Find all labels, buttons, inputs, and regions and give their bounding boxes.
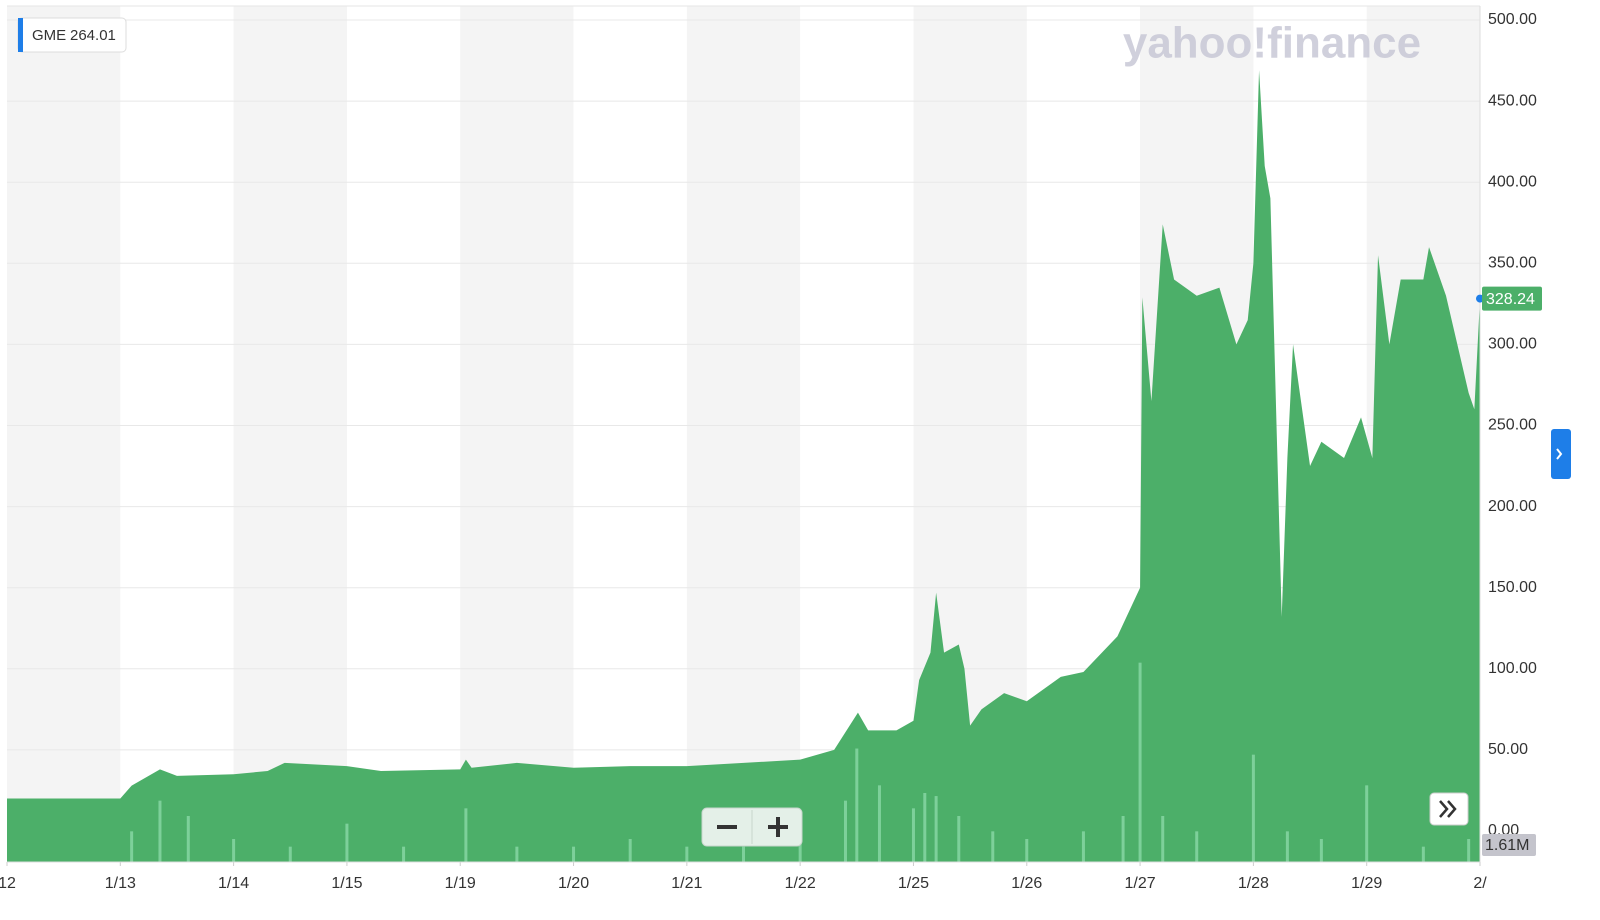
volume-bar xyxy=(1025,839,1029,862)
volume-bar xyxy=(957,816,961,862)
last-price-box xyxy=(1482,286,1542,311)
volume-bar xyxy=(628,839,632,862)
last-price-label: 328.24 xyxy=(1486,291,1535,308)
x-tick-label: 2/ xyxy=(1473,875,1487,892)
volume-bar xyxy=(158,800,162,862)
volume-bar xyxy=(877,785,881,862)
volume-bar xyxy=(1365,785,1369,862)
volume-bar xyxy=(1161,816,1165,862)
side-tab[interactable] xyxy=(1551,429,1571,479)
plot xyxy=(7,70,1480,863)
volume-bar xyxy=(232,839,236,862)
volume-bar xyxy=(1195,831,1199,862)
volume-bar xyxy=(288,846,292,862)
volume xyxy=(130,662,1471,862)
zoom-out[interactable] xyxy=(717,825,737,829)
y-tick-label: 100.00 xyxy=(1488,660,1537,677)
y-tick-label: 300.00 xyxy=(1488,336,1537,353)
logo: yahoo!finance xyxy=(1123,19,1421,68)
volume-bar xyxy=(1467,839,1471,862)
volume-bar xyxy=(798,839,802,862)
volume-bar xyxy=(572,846,576,862)
legend-swatch xyxy=(18,18,23,52)
zoom-in-bar xyxy=(776,817,780,837)
y-tick-label: 50.00 xyxy=(1488,741,1528,758)
volume-box xyxy=(1482,834,1536,856)
volume-bar xyxy=(1081,831,1085,862)
y-tick-label: 500.00 xyxy=(1488,11,1537,28)
legend-name: GME xyxy=(32,27,66,44)
x-tick-label: 1/26 xyxy=(1011,875,1042,892)
x-tick-label: 12 xyxy=(0,875,16,892)
volume-bar xyxy=(345,823,349,862)
volume-bar xyxy=(186,816,190,862)
y-tick-label: 350.00 xyxy=(1488,255,1537,272)
day-band xyxy=(686,6,801,862)
x-tick-label: 1/13 xyxy=(105,875,136,892)
volume-bar xyxy=(402,846,406,862)
x-tick-label: 1/27 xyxy=(1125,875,1156,892)
x-tick-label: 1/14 xyxy=(218,875,249,892)
volume-bar xyxy=(934,796,938,862)
volume-bar xyxy=(843,800,847,862)
side-tab-icon xyxy=(1556,448,1563,460)
x-tick-label: 1/25 xyxy=(898,875,929,892)
volume-bar xyxy=(1421,846,1425,862)
volume-bar xyxy=(464,808,468,862)
volume-bar xyxy=(515,846,519,862)
legend-value: 264.01 xyxy=(70,27,116,44)
volume-bar xyxy=(1251,754,1255,862)
volume-bar xyxy=(911,808,915,862)
volume-bar xyxy=(1121,816,1125,862)
x-tick-label: 1/28 xyxy=(1238,875,1269,892)
volume-bar xyxy=(855,748,859,862)
x-tick-label: 1/19 xyxy=(445,875,476,892)
day-band xyxy=(233,6,347,862)
y-tick-label: 150.00 xyxy=(1488,579,1537,596)
day-band xyxy=(7,6,121,862)
volume-bar xyxy=(1319,839,1323,862)
expand-button[interactable] xyxy=(1429,792,1469,826)
expand-box[interactable] xyxy=(1429,792,1469,826)
zoom-controls[interactable] xyxy=(701,807,803,847)
y-tick-label: 250.00 xyxy=(1488,417,1537,434)
x-tick-label: 1/15 xyxy=(331,875,362,892)
volume-bar xyxy=(685,846,689,862)
x-tick-label: 1/29 xyxy=(1351,875,1382,892)
volume-bar xyxy=(923,793,927,862)
x-tick-label: 1/22 xyxy=(785,875,816,892)
x-tick-label: 1/21 xyxy=(671,875,702,892)
y-tick-label: 450.00 xyxy=(1488,92,1537,109)
y-tick-label: 400.00 xyxy=(1488,173,1537,190)
volume-bar xyxy=(742,846,745,862)
x-tick-label: 1/20 xyxy=(558,875,589,892)
volume-bar xyxy=(1285,831,1289,862)
y-tick-label: 200.00 xyxy=(1488,498,1537,515)
volume-bar xyxy=(130,831,134,862)
volume-bar xyxy=(1138,662,1142,862)
price-area xyxy=(7,70,1480,863)
day-band xyxy=(460,6,574,862)
last-volume-label: 1.61M xyxy=(1485,837,1529,854)
legend: GME 264.01 xyxy=(17,17,127,53)
volume-bar xyxy=(991,831,995,862)
expand-icon xyxy=(1439,800,1457,818)
